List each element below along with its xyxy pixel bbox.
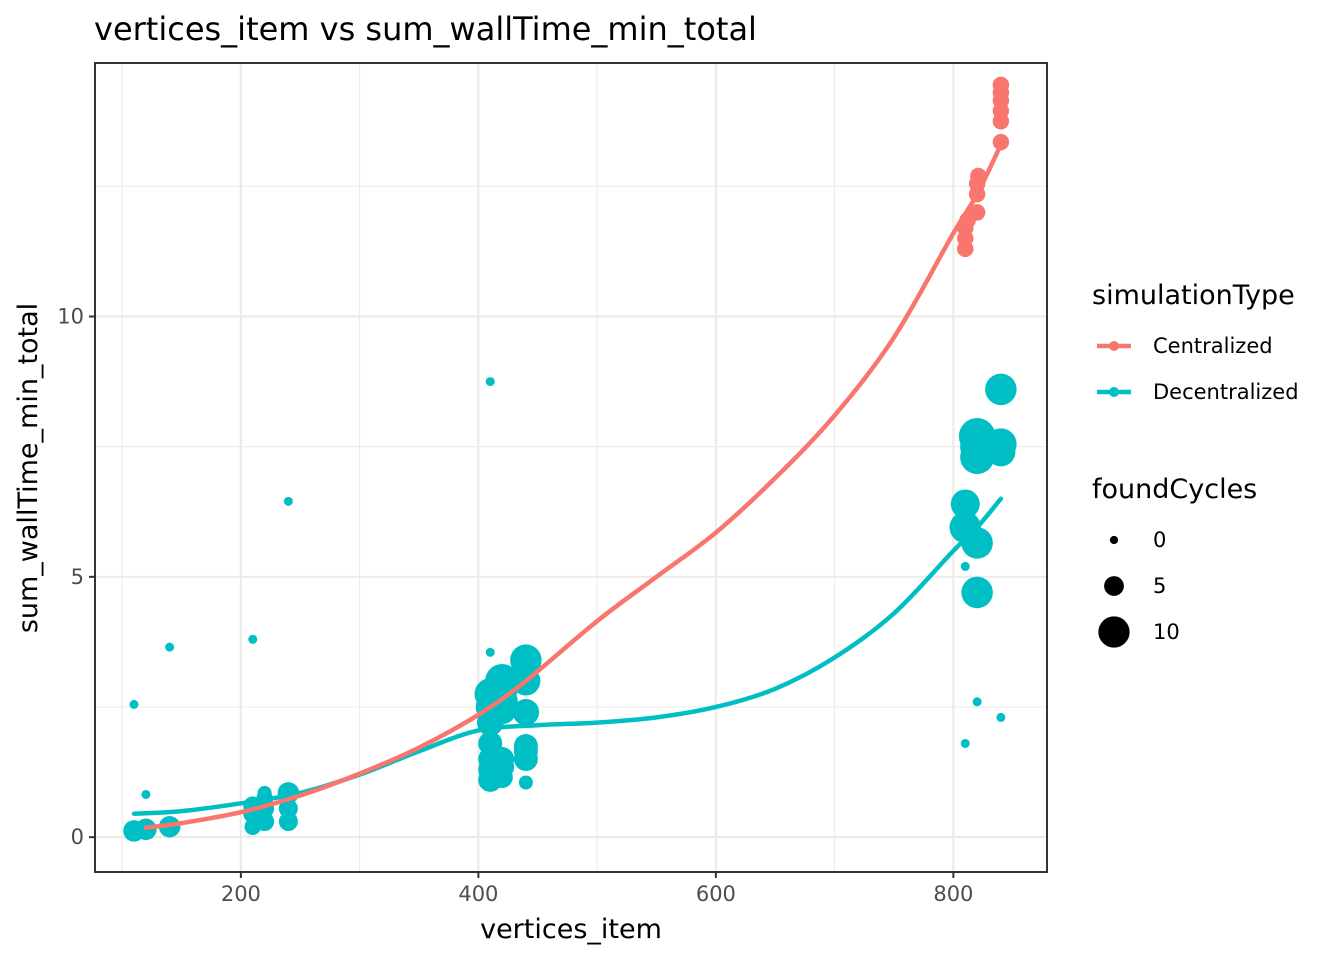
panel-border [94,62,1048,873]
legend-key-point [1109,387,1119,397]
data-point-decentralized [972,697,982,707]
data-point-centralized [992,133,1010,151]
legend-size-label: 10 [1153,620,1180,644]
data-point-decentralized [986,437,1016,467]
data-point-decentralized [491,766,513,789]
legend-size-key [1104,576,1124,596]
smooth-line-decentralized [131,496,1004,816]
legend-size-label: 5 [1153,574,1166,598]
legend-label-decentralized: Decentralized [1153,380,1299,404]
legend: simulationType foundCycles Centralized De… [1092,280,1299,648]
x-axis-title: vertices_item [480,914,662,945]
legend-color-title: simulationType [1092,280,1295,311]
data-point-decentralized [510,644,542,676]
data-point-decentralized [278,812,298,832]
legend-color-entries: Centralized Decentralized [1097,334,1299,404]
y-tick-label: 0 [71,825,84,849]
x-tick-label: 200 [221,882,261,906]
x-tick-label: 800 [933,882,973,906]
data-point-decentralized [513,734,538,759]
data-point-decentralized [165,642,175,652]
data-point-decentralized [512,698,540,726]
data-point-decentralized [283,496,293,506]
legend-size-entries: 0 5 10 [1098,528,1180,648]
data-point-decentralized [961,527,993,559]
x-tick-label: 400 [458,882,498,906]
data-point-decentralized [485,377,495,387]
data-point-decentralized [485,647,495,657]
data-point-decentralized [244,818,261,835]
y-axis-title: sum_wallTime_min_total [13,303,44,633]
legend-size-key [1109,535,1119,545]
x-tick-label: 600 [696,882,736,906]
data-point-centralized [992,76,1010,94]
data-point-decentralized [257,785,272,800]
data-point-decentralized [490,747,515,772]
data-point-decentralized [960,429,995,464]
legend-label-centralized: Centralized [1153,334,1273,358]
axes: 200 400 600 800 0 5 10 [57,305,973,906]
smooth-line-group [131,142,1004,831]
data-point-decentralized [960,738,970,748]
legend-size-label: 0 [1153,528,1166,552]
smooth-line-centralized [143,142,1004,831]
data-point-decentralized [996,712,1006,722]
grid [96,64,1046,871]
data-point-decentralized [248,634,258,644]
data-point-decentralized [518,775,533,790]
data-point-decentralized [961,576,993,609]
data-point-centralized [968,204,986,221]
legend-size-key [1098,616,1130,648]
data-point-decentralized [129,699,139,709]
data-point-decentralized [141,789,151,799]
y-tick-label: 5 [71,565,84,589]
data-point-decentralized [960,561,970,571]
legend-key-point [1109,341,1119,351]
data-point-decentralized [278,799,298,819]
legend-size-title: foundCycles [1092,474,1257,505]
data-point-decentralized [950,489,980,519]
chart-title: vertices_item vs sum_wallTime_min_total [94,10,757,48]
data-point-decentralized [985,373,1017,406]
y-tick-label: 10 [57,305,84,329]
